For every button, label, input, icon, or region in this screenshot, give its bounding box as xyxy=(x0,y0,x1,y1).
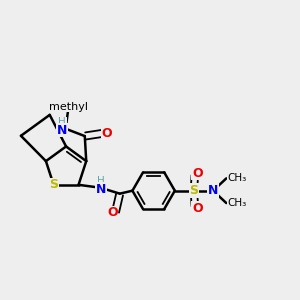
Text: H: H xyxy=(58,117,66,127)
Text: O: O xyxy=(101,127,112,140)
Text: CH₃: CH₃ xyxy=(228,198,247,208)
Text: S: S xyxy=(49,178,58,191)
Text: O: O xyxy=(192,202,202,215)
Text: methyl: methyl xyxy=(49,102,88,112)
Text: N: N xyxy=(95,183,106,196)
Text: CH₃: CH₃ xyxy=(228,173,247,183)
Text: S: S xyxy=(190,184,199,197)
Text: N: N xyxy=(57,124,67,137)
Text: N: N xyxy=(208,184,218,197)
Text: H: H xyxy=(97,176,104,186)
Text: O: O xyxy=(107,206,118,219)
Text: O: O xyxy=(192,167,202,179)
